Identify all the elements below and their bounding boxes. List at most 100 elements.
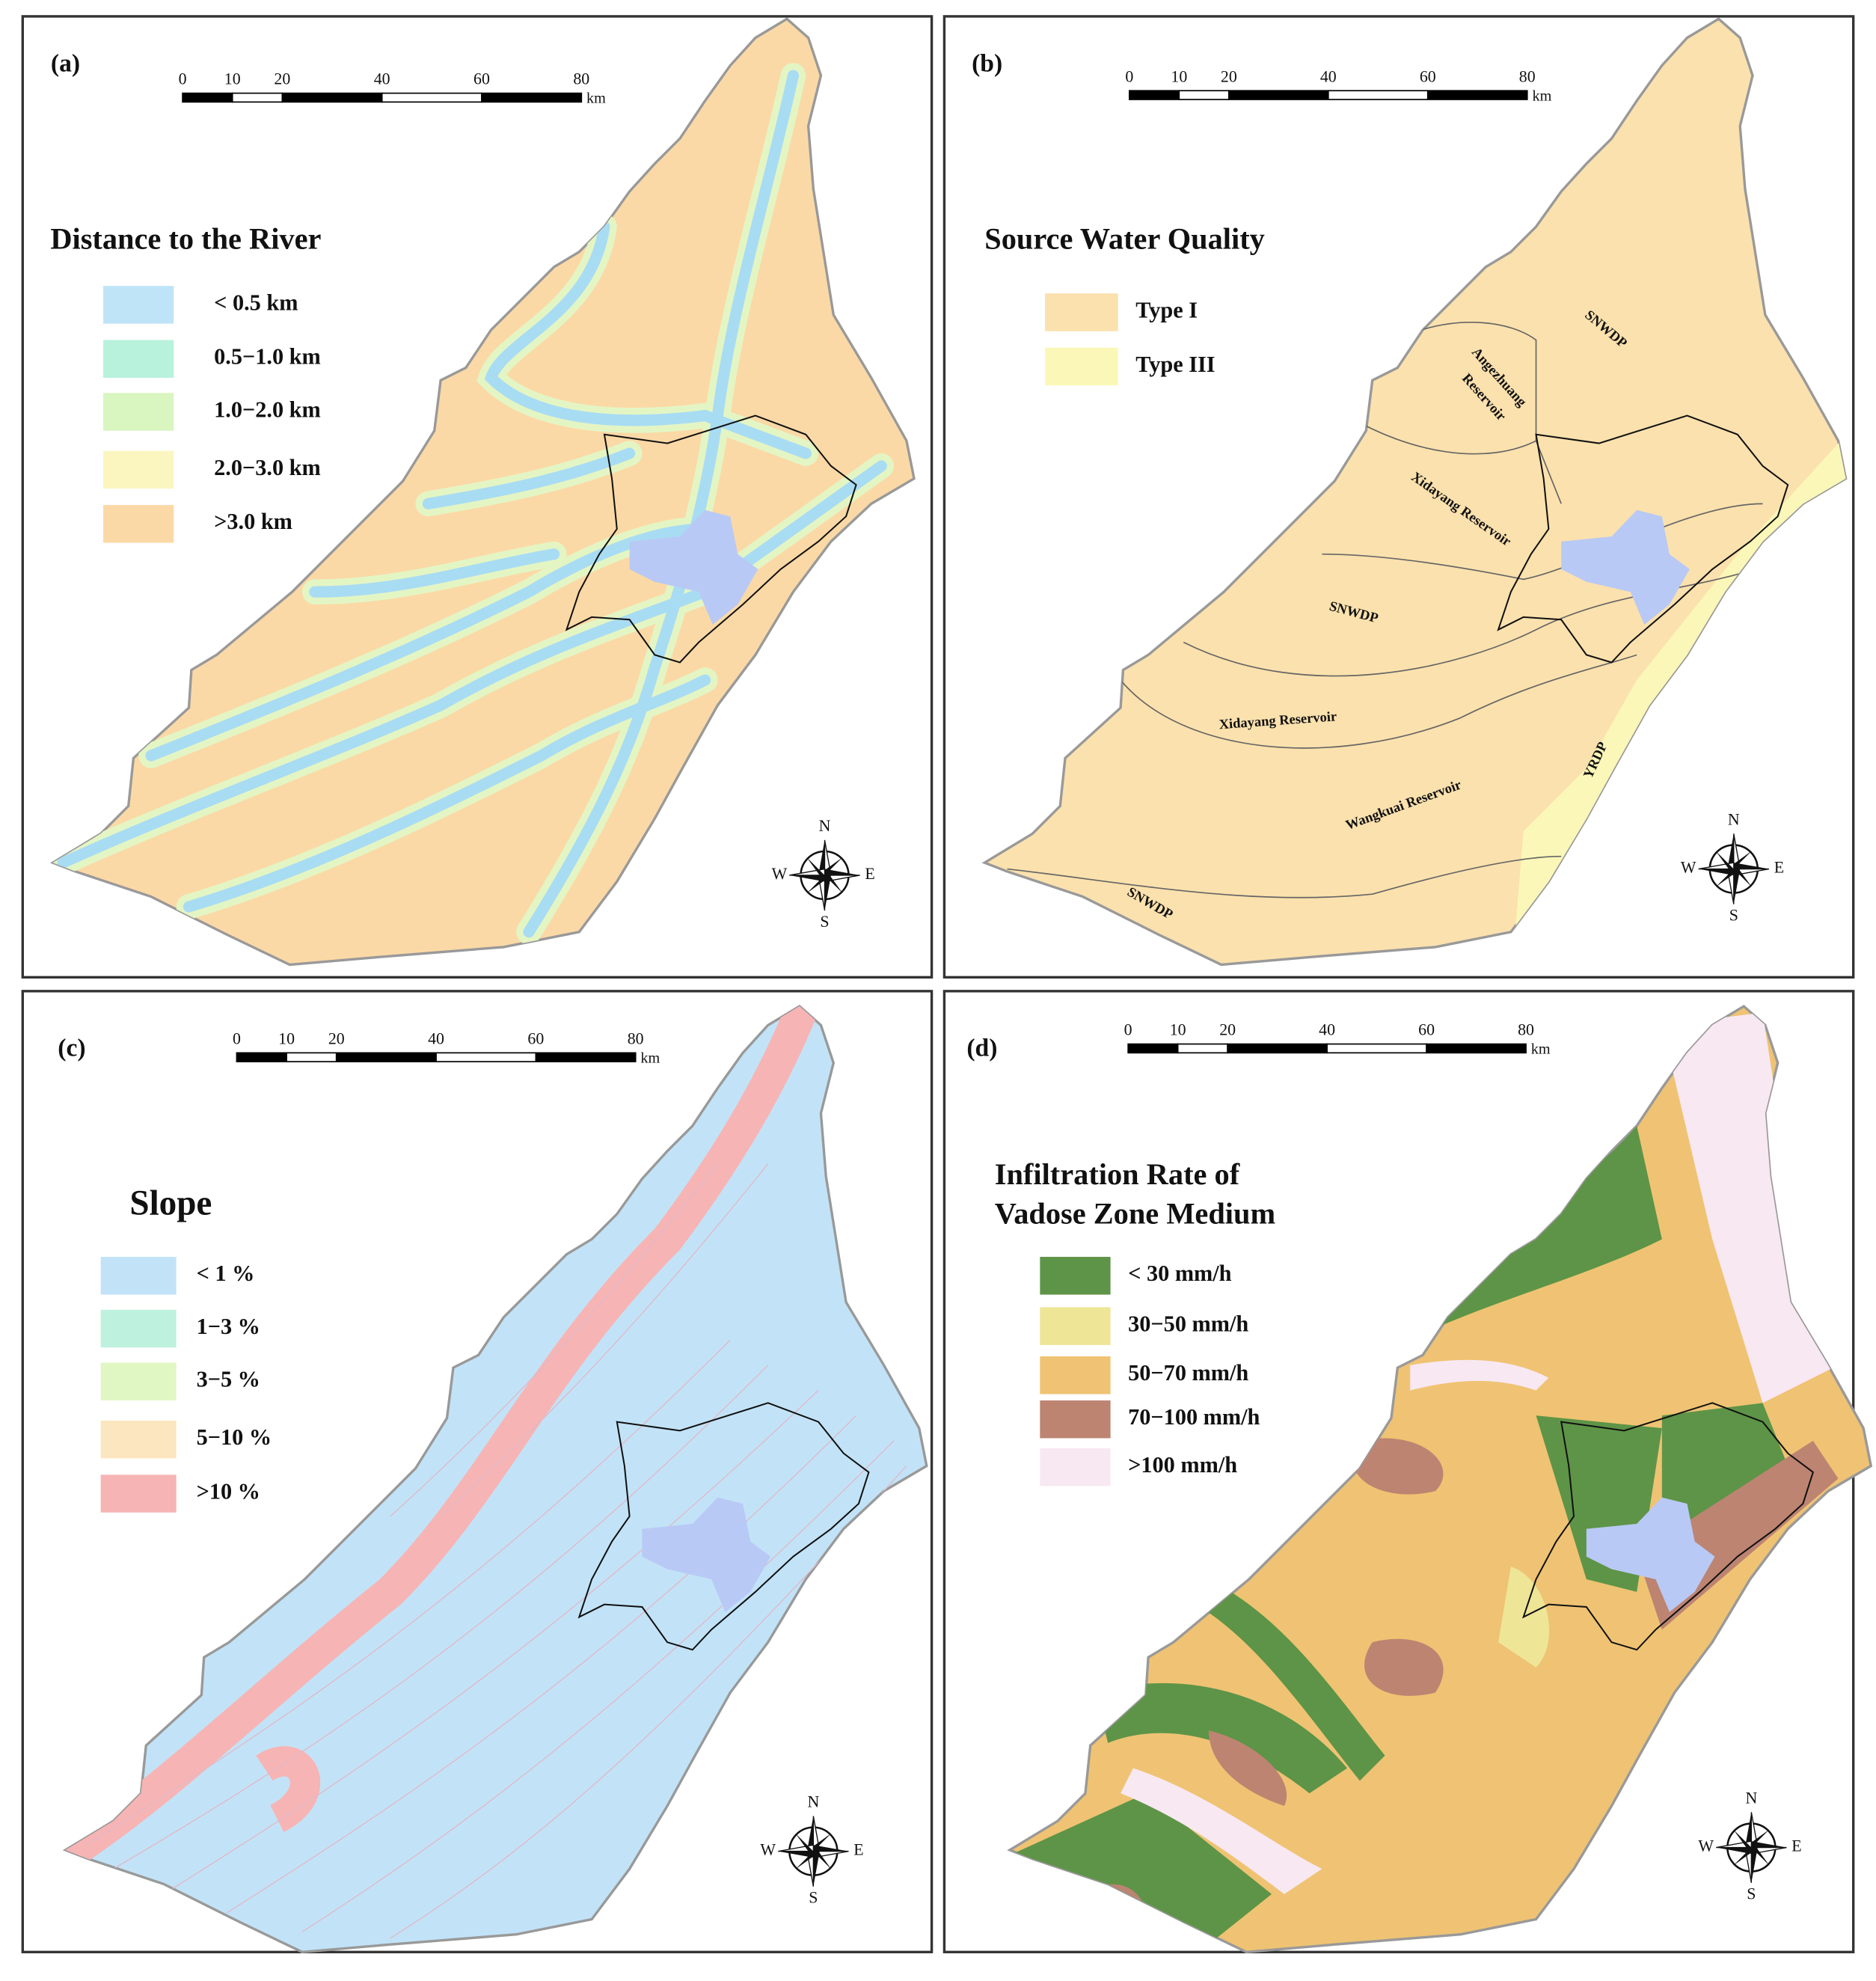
scale-segment — [335, 1052, 437, 1062]
compass-point — [806, 1816, 814, 1852]
legend-label: 70−100 mm/h — [1128, 1404, 1260, 1430]
legend-label: < 0.5 km — [214, 290, 298, 315]
map-c — [64, 1005, 928, 1953]
compass-letter: E — [1791, 1837, 1801, 1855]
scale-unit: km — [1532, 88, 1551, 104]
scale-segment — [1326, 1043, 1427, 1054]
panel-label: (a) — [51, 49, 80, 77]
legend-swatch — [1045, 293, 1118, 331]
scale-segment — [1127, 1043, 1179, 1054]
compass-letter: N — [819, 817, 831, 835]
panel-label: (c) — [58, 1035, 85, 1062]
legend-label: >3.0 km — [214, 509, 292, 534]
legend-label: 1.0−2.0 km — [214, 396, 321, 422]
scale-tick-label: 10 — [224, 70, 241, 88]
compass-point — [824, 875, 831, 911]
scale-segment — [481, 92, 583, 103]
scale-segment — [1129, 90, 1180, 100]
compass-letter: E — [853, 1841, 863, 1859]
compass-point — [806, 857, 825, 875]
compass-letter: S — [820, 913, 829, 931]
compass-point — [1733, 863, 1769, 869]
compass-letter: W — [1698, 1837, 1714, 1855]
legend-label: 0.5−1.0 km — [214, 344, 321, 370]
scale-tick-label: 60 — [1420, 67, 1436, 85]
scale-tick-label: 80 — [628, 1030, 644, 1048]
scale-tick-label: 10 — [1170, 1021, 1186, 1039]
legend-label: < 30 mm/h — [1128, 1261, 1232, 1286]
compass-letter: N — [1745, 1789, 1757, 1807]
scale-tick-label: 60 — [473, 70, 490, 88]
scale-segment — [435, 1052, 537, 1062]
legend-swatch — [103, 393, 174, 431]
scale-segment — [286, 1052, 337, 1062]
legend-swatch — [100, 1475, 177, 1513]
compass-letter: W — [1681, 859, 1696, 877]
legend-label: Type I — [1135, 297, 1198, 322]
legend-swatch — [100, 1420, 177, 1459]
scale-tick-label: 20 — [274, 70, 290, 88]
scale-tick-label: 80 — [573, 70, 589, 88]
scale-tick-label: 20 — [328, 1030, 345, 1048]
panel-label: (b) — [972, 49, 1002, 77]
compass-letter: E — [1774, 859, 1784, 877]
legend-label: 2.0−3.0 km — [214, 455, 321, 480]
scale-tick-label: 60 — [1418, 1021, 1435, 1039]
rivers — [52, 63, 895, 945]
scale-segment — [1327, 90, 1429, 100]
scale-segment — [535, 1052, 637, 1062]
map-a — [52, 17, 916, 967]
scale-tick-label: 0 — [1125, 67, 1133, 85]
scale-tick-label: 80 — [1519, 67, 1536, 85]
legend-swatch — [103, 340, 174, 379]
scale-unit: km — [640, 1050, 660, 1066]
scale-tick-label: 0 — [179, 70, 187, 88]
scale-segment — [1426, 90, 1528, 100]
compass-point — [778, 1844, 815, 1852]
compass-point — [795, 1833, 814, 1852]
legend-swatch — [1040, 1356, 1111, 1394]
legend-title: Slope — [129, 1184, 212, 1223]
legend-title: Vadose Zone Medium — [995, 1196, 1275, 1230]
scale-tick-label: 10 — [278, 1030, 295, 1048]
legend-swatch — [100, 1309, 177, 1348]
scale-segment — [1178, 90, 1230, 100]
legend-label: Type III — [1135, 352, 1215, 377]
legend-swatch — [1040, 1257, 1111, 1295]
scale-tick-label: 0 — [1124, 1021, 1132, 1039]
legend-label: 1−3 % — [197, 1314, 260, 1339]
legend-swatch — [103, 450, 174, 489]
scale-unit: km — [586, 91, 606, 107]
compass-point — [813, 1851, 832, 1870]
compass-letter: S — [1729, 907, 1738, 925]
legend-swatch — [100, 1257, 177, 1295]
compass-point — [1716, 1840, 1753, 1849]
scale-segment — [1177, 1043, 1228, 1054]
scale-segment — [1227, 90, 1329, 100]
legend-label: >10 % — [197, 1478, 260, 1504]
legend-swatch — [103, 505, 174, 543]
scale-segment — [236, 1052, 287, 1062]
compass-point — [1715, 851, 1734, 869]
compass-point — [1716, 1847, 1752, 1854]
scale-unit: km — [1531, 1041, 1551, 1058]
legend-label: 5−10 % — [197, 1424, 272, 1450]
legend-label: 50−70 mm/h — [1128, 1360, 1248, 1386]
compass-point — [1744, 1812, 1752, 1848]
compass-point — [789, 868, 826, 876]
compass-letter: S — [809, 1889, 818, 1907]
scale-segment — [231, 92, 283, 103]
slope-zones — [65, 1006, 907, 1939]
compass-point — [818, 839, 825, 875]
compass-letter: W — [760, 1841, 776, 1859]
compass-letter: W — [772, 865, 788, 883]
scale-segment — [281, 92, 383, 103]
scale-tick-label: 10 — [1171, 67, 1187, 85]
compass-point — [1751, 1841, 1787, 1848]
scale-tick-label: 0 — [233, 1030, 241, 1048]
scale-tick-label: 40 — [1319, 1021, 1335, 1039]
compass-point — [1698, 862, 1735, 870]
compass-point — [1733, 1829, 1752, 1848]
scale-tick-label: 20 — [1219, 1021, 1236, 1039]
